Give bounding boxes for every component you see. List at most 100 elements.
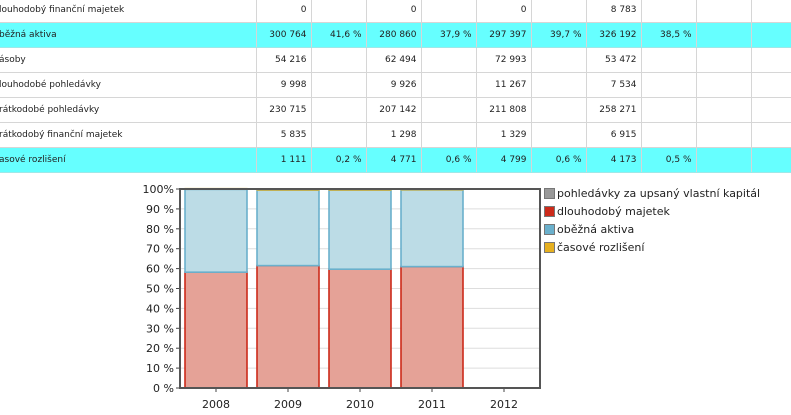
table-cell [311,122,367,148]
x-tick-label: 2010 [346,398,374,411]
row-label: louhodobé pohledávky [0,72,257,98]
table-cell: 9 998 [256,72,312,98]
table-cell: 7 534 [586,72,642,98]
table-cell: 6 915 [586,122,642,148]
table-cell: 258 271 [586,97,642,123]
table-cell [531,97,587,123]
row-label: rátkodobé pohledávky [0,97,257,123]
row-label: louhodobý finanční majetek [0,0,257,23]
legend-swatch [544,205,555,217]
table-cell [421,47,477,73]
table-cell: 4 799 [476,147,532,173]
y-tick-label: 80 % [146,223,174,236]
table-cell: 38,5 % [641,22,697,48]
table-cell: 4 771 [366,147,422,173]
table-cell [421,122,477,148]
table-cell: 1 298 [366,122,422,148]
table-cell [751,47,791,73]
table-cell: 230 715 [256,97,312,123]
y-tick-label: 90 % [146,203,174,216]
table-cell: 4 173 [586,147,642,173]
table-cell [531,0,587,23]
row-label: ásoby [0,47,257,73]
table-cell [311,97,367,123]
table-row: rátkodobý finanční majetek 5 835 1 298 1 32… [0,122,791,148]
table-cell [751,97,791,123]
table-cell [421,72,477,98]
bar-segment [328,189,392,270]
table-cell [696,0,752,23]
table-cell: 8 783 [586,0,642,23]
bar-segment [184,188,248,273]
legend-swatch [544,241,555,253]
table-cell [311,47,367,73]
bar-segment [328,268,392,389]
x-tick-label: 2009 [274,398,302,411]
table-cell: 39,7 % [531,22,587,48]
plot-frame [179,188,541,389]
table-cell [751,22,791,48]
table-cell [696,97,752,123]
bar-segment [256,264,320,389]
y-tick-label: 20 % [146,342,174,355]
y-tick-label: 40 % [146,302,174,315]
table-cell: 207 142 [366,97,422,123]
financial-table: louhodobý finanční majetek 0 0 0 8 783 běžná … [0,0,791,173]
y-tick-label: 0 % [153,382,174,395]
table-cell [751,122,791,148]
table-cell [696,122,752,148]
table-cell [751,147,791,173]
bar-segment [256,189,320,267]
legend-item: oběžná aktiva [544,220,760,238]
y-tick-label: 50 % [146,283,174,296]
table-cell [696,47,752,73]
table-cell: 280 860 [366,22,422,48]
table-cell [696,147,752,173]
table-cell: 1 329 [476,122,532,148]
table-cell [751,0,791,23]
legend-label: oběžná aktiva [557,222,635,236]
row-label: asové rozlišení [0,147,257,173]
y-tick-label: 60 % [146,263,174,276]
table-cell [696,22,752,48]
table-cell: 211 808 [476,97,532,123]
table-cell: 0,6 % [421,147,477,173]
table-cell: 41,6 % [311,22,367,48]
table-cell: 0,5 % [641,147,697,173]
table-cell: 0,6 % [531,147,587,173]
table-cell: 0 [476,0,532,23]
legend-label: pohledávky za upsaný vlastní kapitál [557,186,761,200]
table-cell [311,0,367,23]
table-cell [641,122,697,148]
legend-swatch [544,187,555,199]
table-cell: 300 764 [256,22,312,48]
x-tick-label: 2008 [202,398,230,411]
table-row: běžná aktiva 300 764 41,6 % 280 860 37,9 % 29… [0,22,791,48]
bar-segment [400,265,464,389]
table-cell [751,72,791,98]
table-row: rátkodobé pohledávky 230 715 207 142 211 80… [0,97,791,123]
table-row: asové rozlišení 1 111 0,2 % 4 771 0,6 % 4 799… [0,147,791,173]
table-cell: 5 835 [256,122,312,148]
y-tick-label: 100% [143,183,174,196]
table-cell: 1 111 [256,147,312,173]
table-cell [641,47,697,73]
table-cell: 0 [256,0,312,23]
table-cell: 9 926 [366,72,422,98]
y-tick-label: 10 % [146,362,174,375]
chart-legend: pohledávky za upsaný vlastní kapitál dlou… [544,184,760,256]
table-cell [421,0,477,23]
table-cell: 0 [366,0,422,23]
table-cell [641,0,697,23]
legend-item: dlouhodobý majetek [544,202,760,220]
table-row: ásoby 54 216 62 494 72 993 53 472 [0,47,791,73]
table-cell: 37,9 % [421,22,477,48]
y-tick-label: 70 % [146,243,174,256]
table-cell [696,72,752,98]
table-cell [311,72,367,98]
legend-item: časové rozlišení [544,238,760,256]
table-cell: 72 993 [476,47,532,73]
bar-segment [400,189,464,268]
table-cell: 53 472 [586,47,642,73]
